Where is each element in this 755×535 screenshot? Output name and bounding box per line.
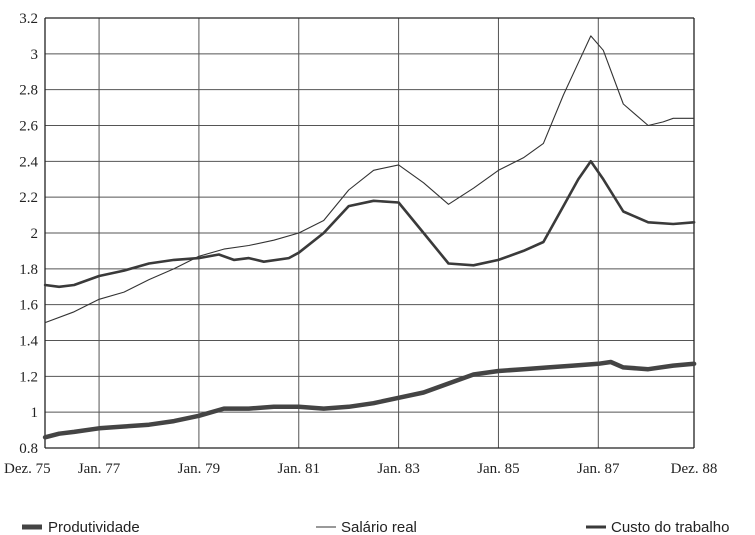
x-tick-label: Dez. 75 [4,461,51,477]
y-tick-label: 3.2 [19,11,38,27]
x-tick-label: Jan. 83 [377,461,420,477]
legend-label-produtividade: Produtividade [48,519,140,535]
x-tick-label: Jan. 85 [477,461,520,477]
y-tick-label: 0.8 [19,441,38,457]
x-tick-label: Dez. 88 [671,461,718,477]
y-tick-label: 1.2 [19,369,38,385]
series-lines [42,35,697,440]
y-tick-labels: 0.8 1 1.2 1.4 1.6 1.8 2 2.2 2.4 2.6 2.8 3 3.2 [19,11,38,457]
x-tick-labels: Dez. 75 Jan. 77 Jan. 79 Jan. 81 Jan. 83 Jan. … [4,461,717,477]
series-line-produtividade [42,359,697,440]
axes [44,17,695,449]
y-tick-label: 2.4 [19,154,38,170]
y-tick-label: 2.2 [19,190,38,206]
x-tick-label: Jan. 79 [178,461,221,477]
y-tick-label: 1.8 [19,262,38,278]
y-tick-label: 2.8 [19,83,38,99]
y-tick-label: 1.6 [19,298,38,314]
legend-label-salario-real: Salário real [341,519,417,535]
y-tick-label: 3 [31,47,39,63]
y-tick-label: 2 [31,226,39,242]
y-tick-label: 1 [31,405,39,421]
legend: Produtividade Salário real Custo do trab… [22,519,729,535]
x-tick-label: Jan. 77 [78,461,121,477]
series-line-salario-real [44,35,695,324]
x-tick-label: Jan. 87 [577,461,620,477]
y-tick-label: 2.6 [19,119,38,135]
legend-label-custo-do-trabalho: Custo do trabalho [611,519,729,535]
grid-lines [44,17,695,449]
series-line-custo-do-trabalho [43,160,696,289]
x-tick-label: Jan. 81 [278,461,321,477]
y-tick-label: 1.4 [19,334,38,350]
